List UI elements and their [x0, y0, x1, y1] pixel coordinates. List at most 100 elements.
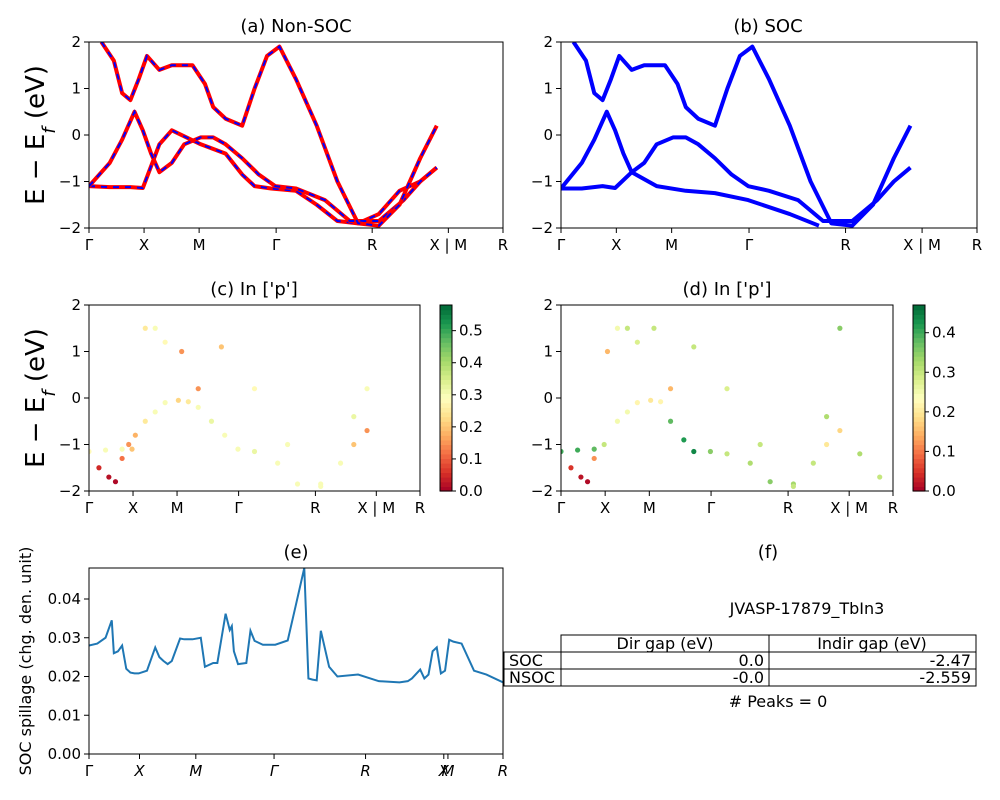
projection-point — [195, 386, 201, 392]
x-tick-label: X — [611, 236, 621, 254]
colorbar-segment — [913, 365, 925, 371]
x-tick-label: Γ — [85, 762, 94, 780]
colorbar-segment — [913, 477, 925, 483]
colorbar-tick-label: 0.2 — [932, 403, 956, 421]
projection-point — [648, 397, 654, 403]
x-tick-label: Γ — [557, 499, 566, 517]
projection-point — [824, 414, 830, 420]
projection-point — [142, 325, 148, 331]
colorbar-segment — [440, 407, 452, 413]
colorbar-tick-label: 0.5 — [459, 322, 483, 340]
panel-d-colorbar: 0.0 0.1 0.2 0.3 0.4 — [912, 304, 956, 500]
table-row-label: NSOC — [509, 668, 555, 687]
projection-point — [364, 427, 370, 434]
projection-point — [601, 441, 607, 448]
x-tick-label: R — [783, 499, 793, 517]
colorbar-segment — [913, 430, 925, 436]
projection-point — [857, 451, 863, 457]
x-tick-label: Γ — [234, 499, 243, 517]
projection-point — [251, 386, 258, 392]
x-tick-label: R — [840, 236, 850, 254]
projection-point — [102, 447, 109, 453]
projection-point — [591, 446, 597, 452]
colorbar-segment — [440, 486, 452, 492]
colorbar-segment — [913, 453, 925, 460]
x-tick-label: M — [441, 762, 454, 780]
projection-point — [575, 447, 581, 453]
band-line-spin-down — [100, 42, 438, 227]
y-tick-label: 1 — [543, 80, 553, 98]
colorbar-segment — [440, 323, 452, 329]
colorbar-segment — [440, 356, 452, 362]
x-tick-label: X — [600, 499, 610, 517]
colorbar-segment — [913, 407, 925, 413]
projection-point — [624, 325, 631, 331]
colorbar-segment — [440, 314, 452, 320]
projection-point — [162, 400, 168, 406]
y-tick-label: 2 — [543, 33, 553, 51]
y-tick-label: −1 — [59, 173, 81, 191]
x-tick-label: M — [189, 762, 202, 780]
y-tick-label: −1 — [531, 173, 553, 191]
projection-point — [614, 418, 621, 424]
panel-e-ylabel: SOC spillage (chg. den. unit) — [16, 547, 35, 776]
colorbar-segment — [913, 481, 925, 487]
y-tick-label: −2 — [531, 219, 553, 237]
y-tick-label: 0 — [71, 389, 81, 407]
colorbar-segment — [440, 384, 452, 390]
colorbar-segment — [913, 337, 925, 343]
colorbar-segment — [913, 467, 925, 473]
projection-point — [251, 448, 258, 455]
projection-point — [337, 460, 344, 466]
table-caption: JVASP-17879_TbIn3 — [729, 599, 885, 619]
colorbar-segment — [913, 463, 925, 469]
y-tick-label: 0.03 — [48, 629, 81, 647]
colorbar-tick-label: 0.0 — [459, 482, 483, 500]
x-tick-label: M — [665, 236, 678, 254]
colorbar-segment — [440, 458, 452, 464]
y-tick-label: 0.00 — [48, 745, 81, 763]
colorbar-segment — [440, 430, 452, 436]
projection-point — [568, 465, 574, 471]
x-tick-label: R — [972, 236, 982, 254]
projection-point — [578, 474, 584, 480]
colorbar-segment — [913, 458, 925, 464]
colorbar-tick-label: 0.4 — [459, 354, 483, 372]
colorbar-segment — [440, 393, 452, 399]
x-tick-label: X — [128, 499, 138, 517]
colorbar-segment — [913, 356, 925, 362]
projection-point — [185, 399, 191, 405]
projection-point — [614, 325, 621, 331]
panel-e-title: (e) — [283, 542, 308, 563]
panel-a-title: (a) Non-SOC — [240, 16, 351, 37]
panel-c-colorbar: 0.0 0.1 0.2 0.3 0.4 0.5 — [439, 304, 483, 500]
colorbar-segment — [440, 328, 452, 334]
colorbar-segment — [440, 309, 452, 315]
projection-point — [824, 441, 830, 448]
band-line — [561, 135, 912, 224]
projection-point — [561, 448, 564, 455]
colorbar-segment — [440, 449, 452, 455]
colorbar-segment — [440, 444, 452, 450]
colorbar-tick-label: 0.1 — [932, 442, 956, 460]
x-tick-label: R — [310, 499, 320, 517]
x-tick-label: Γ — [272, 236, 281, 254]
panel-e-plot: 0.000.010.020.030.04Γ X M Γ R XM R — [48, 568, 508, 780]
colorbar-segment — [440, 425, 452, 432]
colorbar-segment — [913, 472, 925, 478]
colorbar-segment — [440, 421, 452, 427]
projection-point — [119, 455, 125, 462]
colorbar-segment — [440, 305, 452, 311]
colorbar-segment — [913, 323, 925, 329]
table-row-label: SOC — [509, 651, 543, 670]
colorbar-segment — [440, 411, 452, 418]
colorbar-tick-label: 0.4 — [932, 324, 956, 342]
projection-point — [179, 348, 185, 355]
projection-point — [877, 474, 883, 480]
colorbar-segment — [440, 374, 452, 380]
colorbar-segment — [913, 309, 925, 315]
projection-point — [724, 386, 730, 392]
colorbar-segment — [440, 370, 452, 376]
band-line-spin-up — [99, 42, 439, 228]
